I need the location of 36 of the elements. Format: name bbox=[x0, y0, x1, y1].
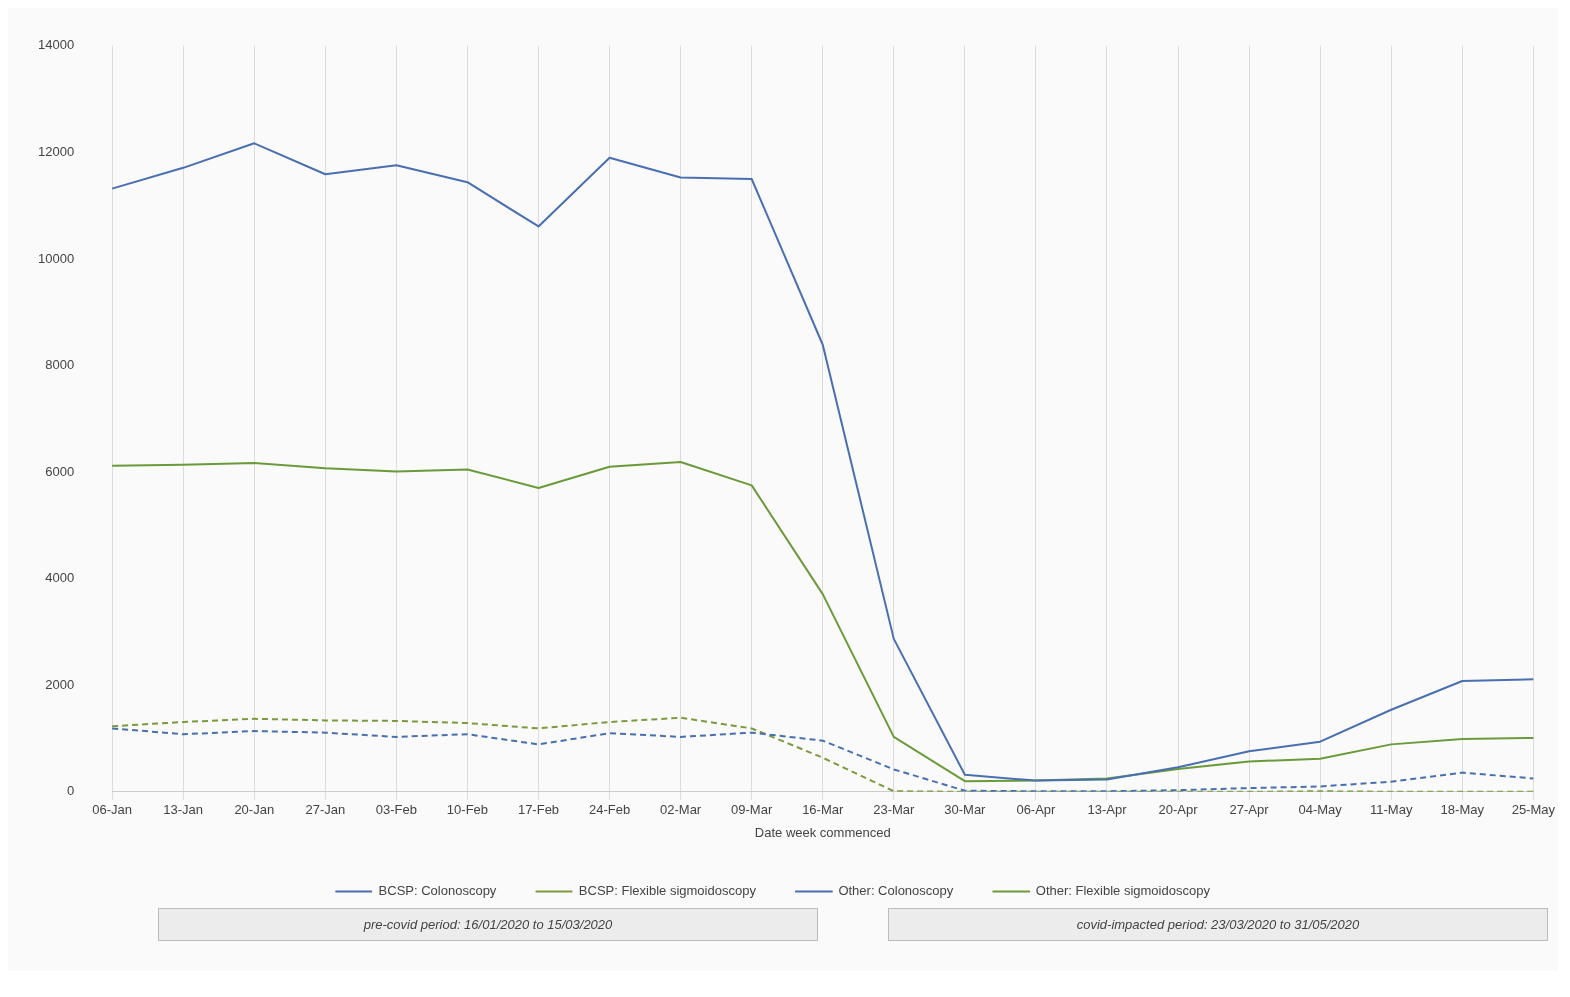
y-tick-label: 4000 bbox=[45, 570, 75, 586]
text: covid-impacted period: 23/03/2020 to 31/05/2020 bbox=[888, 908, 1548, 941]
x-tick-label: 13-Apr bbox=[1087, 802, 1128, 818]
x-tick-label: 02-Mar bbox=[660, 802, 702, 818]
x-tick-label: 11-May bbox=[1370, 802, 1413, 818]
x-tick-label: 04-May bbox=[1298, 802, 1343, 818]
legend-label: BCSP: Colonoscopy bbox=[378, 883, 497, 899]
x-tick-label: 30-Mar bbox=[944, 802, 987, 818]
legend-label: Other: Colonoscopy bbox=[838, 883, 954, 899]
x-tick-label: 20-Apr bbox=[1158, 802, 1199, 818]
legend-label: BCSP: Flexible sigmoidoscopy bbox=[578, 883, 757, 899]
x-tick-label: 18-May bbox=[1440, 802, 1485, 818]
x-axis-title: Date week commenced bbox=[754, 824, 891, 840]
x-tick-label: 25-May bbox=[1511, 802, 1556, 818]
x-tick-label: 20-Jan bbox=[234, 802, 275, 818]
y-tick-label: 12000 bbox=[37, 143, 75, 159]
legend-label: Other: Flexible sigmoidoscopy bbox=[1035, 883, 1211, 899]
x-tick-label: 23-Mar bbox=[873, 802, 916, 818]
y-tick-label: 14000 bbox=[37, 37, 75, 53]
y-tick-label: 0 bbox=[66, 783, 75, 799]
x-tick-label: 17-Feb bbox=[517, 802, 560, 818]
y-tick-label: 6000 bbox=[45, 463, 75, 479]
y-tick-label: 2000 bbox=[45, 676, 75, 692]
text: pre-covid period: 16/01/2020 to 15/03/2020 bbox=[158, 908, 818, 941]
x-tick-label: 27-Apr bbox=[1229, 802, 1270, 818]
x-tick-label: 16-Mar bbox=[802, 802, 844, 818]
x-tick-label: 27-Jan bbox=[305, 802, 346, 818]
y-tick-label: 8000 bbox=[45, 357, 75, 373]
x-tick-label: 24-Feb bbox=[588, 802, 631, 818]
x-tick-label: 10-Feb bbox=[446, 802, 489, 818]
x-tick-label: 09-Mar bbox=[731, 802, 773, 818]
x-tick-label: 06-Jan bbox=[92, 802, 133, 818]
x-tick-label: 06-Apr bbox=[1016, 802, 1057, 818]
x-tick-label: 13-Jan bbox=[163, 802, 204, 818]
x-tick-label: 03-Feb bbox=[375, 802, 417, 818]
y-tick-label: 10000 bbox=[37, 250, 75, 266]
